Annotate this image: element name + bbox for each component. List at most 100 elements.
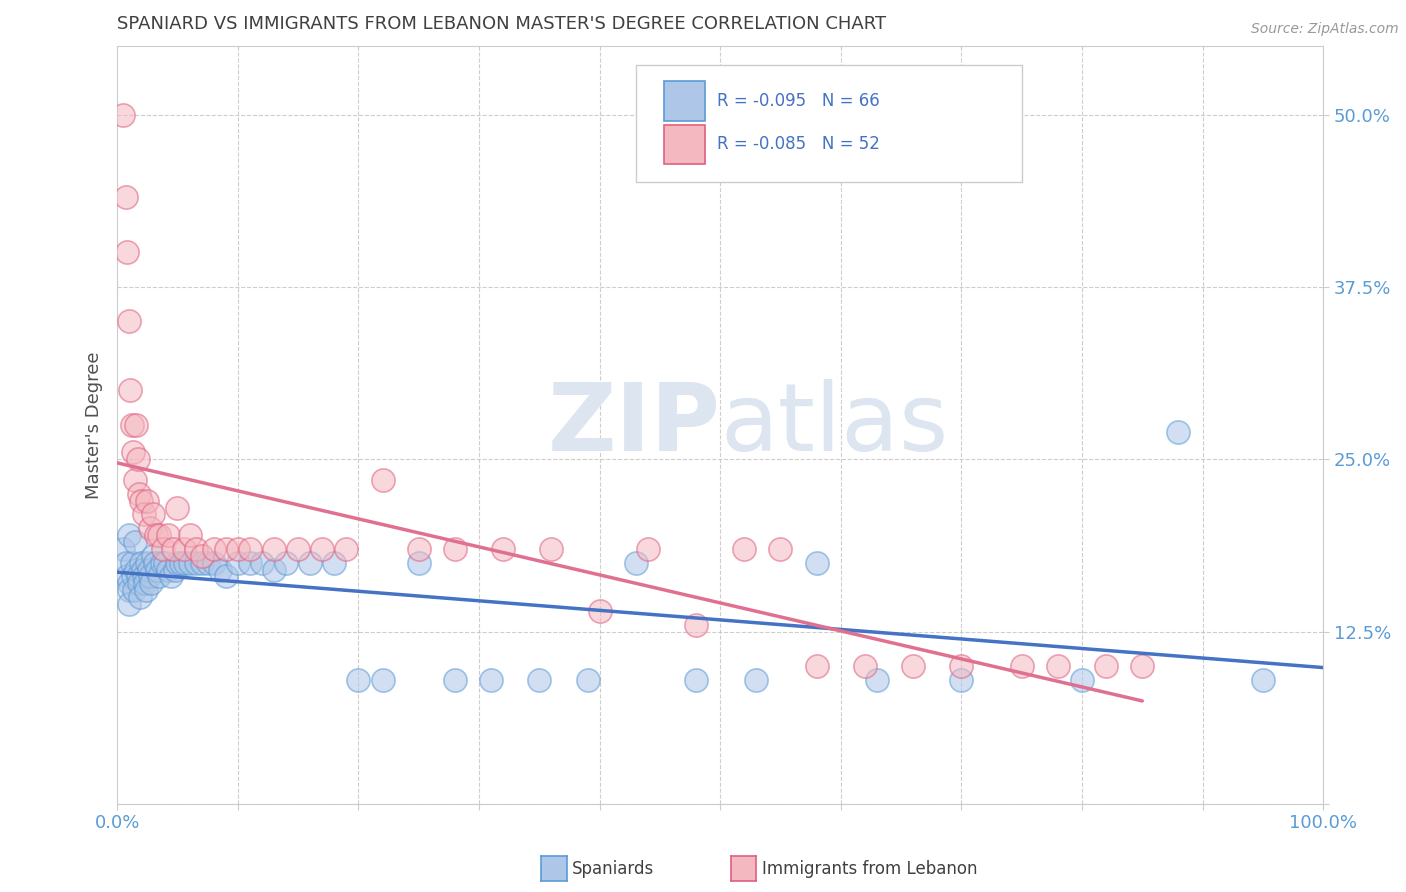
Point [132,569,155,583]
Point [806,556,828,570]
FancyBboxPatch shape [664,81,704,120]
Point [155,556,177,570]
Point [170,556,193,570]
Point [139,569,162,583]
Text: Spaniards: Spaniards [572,860,654,878]
Point [131,493,153,508]
Point [156,528,179,542]
Point [190,556,212,570]
Point [950,659,973,673]
Point [120,384,142,398]
Point [136,493,159,508]
Point [479,673,502,687]
Point [215,541,238,556]
Point [576,673,599,687]
Point [142,549,165,563]
Text: R = -0.085   N = 52: R = -0.085 N = 52 [717,136,880,153]
Point [127,569,149,583]
Point [250,556,273,570]
Point [125,563,148,577]
Point [637,541,659,556]
Point [118,583,141,598]
Point [136,556,159,570]
Point [745,673,768,687]
Text: R = -0.095   N = 66: R = -0.095 N = 66 [717,92,879,110]
Point [202,556,225,570]
Point [529,673,551,687]
Point [588,604,610,618]
Point [142,508,165,522]
Point [128,487,150,501]
Point [143,556,166,570]
Point [1071,673,1094,687]
Point [335,541,357,556]
Point [118,528,141,542]
Point [173,541,195,556]
Point [184,541,207,556]
Point [202,541,225,556]
FancyBboxPatch shape [636,64,1022,182]
Point [1011,659,1033,673]
Point [125,417,148,432]
Point [128,576,150,591]
Text: Immigrants from Lebanon: Immigrants from Lebanon [762,860,977,878]
Point [299,556,322,570]
Point [122,445,145,459]
Point [371,473,394,487]
Point [208,563,231,577]
Point [139,576,162,591]
Point [118,314,141,328]
Point [540,541,562,556]
Text: Source: ZipAtlas.com: Source: ZipAtlas.com [1251,22,1399,37]
Point [124,535,146,549]
Point [166,556,188,570]
Point [371,673,394,687]
Point [184,556,207,570]
Point [226,541,249,556]
Point [115,245,138,260]
Point [197,556,219,570]
Point [190,549,212,563]
Point [239,556,262,570]
Point [408,556,430,570]
Point [323,556,346,570]
Text: atlas: atlas [720,379,949,471]
Point [124,473,146,487]
Point [685,617,707,632]
Point [1167,425,1189,439]
Point [115,569,138,583]
Point [1095,659,1118,673]
Point [263,541,285,556]
Point [145,528,167,542]
Point [1251,673,1274,687]
Point [152,541,174,556]
Point [138,563,160,577]
Point [866,673,889,687]
Point [148,528,170,542]
Point [156,563,179,577]
Point [853,659,876,673]
Point [901,659,924,673]
Point [122,583,145,598]
Point [806,659,828,673]
Point [263,563,285,577]
Point [685,673,707,687]
Point [444,541,467,556]
Point [146,563,169,577]
Point [1046,659,1069,673]
Point [139,521,162,535]
Point [131,556,153,570]
Point [127,452,149,467]
Point [150,556,173,570]
Point [226,556,249,570]
FancyBboxPatch shape [664,125,704,164]
Point [129,590,152,604]
Point [239,541,262,556]
Point [166,500,188,515]
Point [135,583,157,598]
Point [114,190,136,204]
Point [121,417,143,432]
Y-axis label: Master's Degree: Master's Degree [86,351,103,499]
Point [162,541,184,556]
Point [132,508,155,522]
